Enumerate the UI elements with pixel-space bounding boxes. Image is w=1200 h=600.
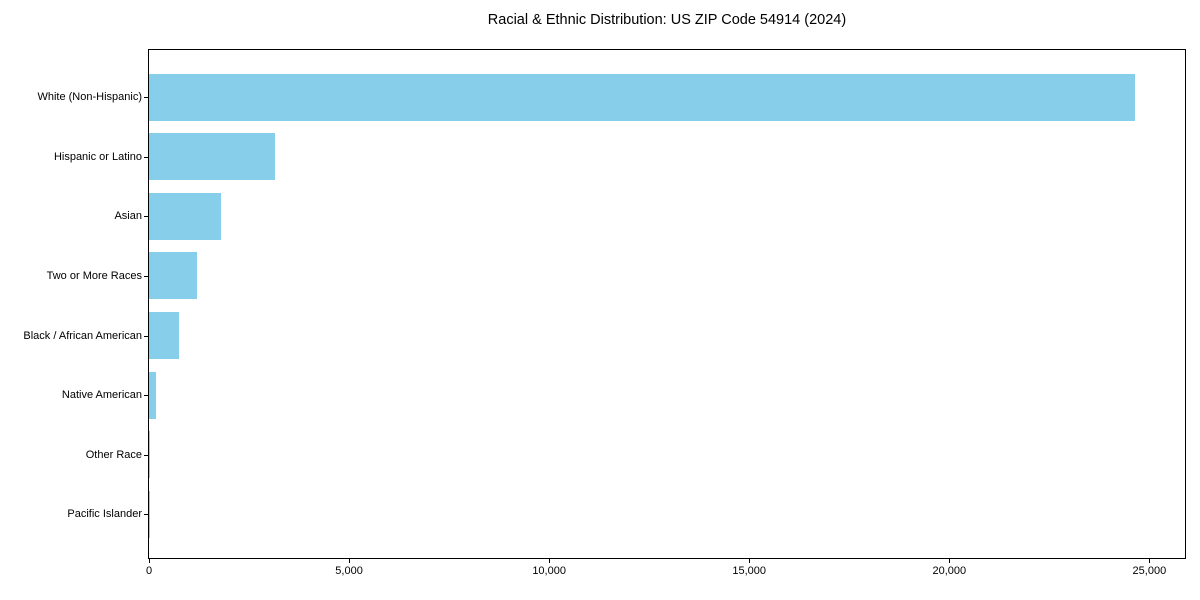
y-tick-mark [144,454,148,456]
y-tick-label-black-african-american: Black / African American [23,329,142,342]
x-tick-mark [949,559,951,563]
y-tick-label-pacific-islander: Pacific Islander [67,508,142,521]
x-tick-label-0: 0 [145,565,153,577]
x-tick-label-25000: 25,000 [1132,565,1167,577]
chart-title: Racial & Ethnic Distribution: US ZIP Cod… [487,12,847,28]
bar-white-non-hispanic [149,73,1136,121]
x-tick-mark [749,559,751,563]
y-tick-mark [144,216,148,218]
y-tick-mark [144,395,148,397]
x-tick-label-5000: 5,000 [335,565,363,577]
bar-asian [149,192,221,240]
y-tick-mark [144,97,148,98]
plot-area [148,49,1186,559]
x-tick-label-20000: 20,000 [932,565,967,577]
x-tick-label-10000: 10,000 [532,565,566,577]
y-tick-label-white-non-hispanic: White (Non-Hispanic) [37,91,142,103]
x-tick-label-15000: 15,000 [732,565,767,577]
y-tick-label-asian: Asian [114,210,142,223]
bar-hispanic-or-latino [149,133,276,181]
x-tick-mark [349,559,351,563]
y-tick-label-two-or-more-races: Two or More Races [46,269,142,282]
y-tick-mark [144,275,148,277]
y-tick-label-other-race: Other Race [85,448,142,461]
y-tick-label-native-american: Native American [61,389,142,402]
x-tick-mark [149,559,150,563]
y-tick-mark [144,335,148,337]
x-tick-mark [549,559,551,563]
x-tick-mark [1149,559,1151,563]
y-tick-label-hispanic-or-latino: Hispanic or Latino [53,150,142,163]
bar-two-or-more-races [149,252,197,300]
y-tick-mark [144,156,148,158]
bar-native-american [149,371,156,419]
bar-black-african-american [149,312,179,360]
y-tick-mark [144,514,148,516]
bar-other-race [149,431,151,479]
